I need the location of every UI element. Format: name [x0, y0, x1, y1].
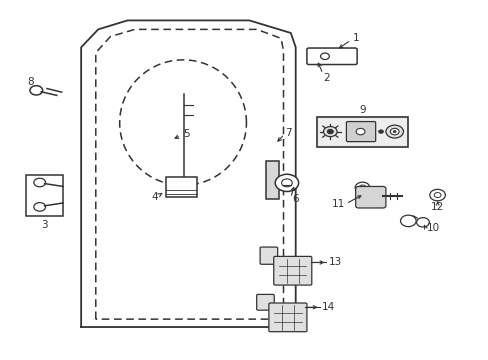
Text: 7: 7 — [285, 128, 291, 138]
Circle shape — [389, 129, 398, 135]
FancyBboxPatch shape — [268, 303, 306, 332]
FancyBboxPatch shape — [256, 294, 274, 310]
Circle shape — [400, 215, 415, 226]
FancyBboxPatch shape — [355, 186, 385, 208]
Circle shape — [433, 193, 440, 198]
FancyBboxPatch shape — [346, 122, 375, 141]
FancyBboxPatch shape — [165, 177, 197, 197]
Circle shape — [429, 189, 445, 201]
FancyBboxPatch shape — [260, 247, 277, 264]
Circle shape — [275, 174, 298, 192]
Text: 14: 14 — [321, 302, 334, 312]
Text: 1: 1 — [352, 33, 358, 43]
FancyBboxPatch shape — [273, 256, 311, 285]
Text: 6: 6 — [291, 194, 298, 204]
FancyBboxPatch shape — [266, 161, 279, 199]
Circle shape — [34, 178, 45, 187]
FancyBboxPatch shape — [26, 175, 62, 216]
Text: 13: 13 — [328, 257, 341, 267]
Circle shape — [378, 130, 383, 134]
Text: 5: 5 — [183, 129, 190, 139]
Text: 8: 8 — [27, 77, 34, 87]
Circle shape — [385, 125, 403, 138]
Circle shape — [358, 185, 365, 190]
Circle shape — [34, 203, 45, 211]
Circle shape — [392, 131, 395, 133]
FancyBboxPatch shape — [306, 48, 356, 64]
Text: 2: 2 — [323, 73, 329, 83]
Text: 4: 4 — [151, 192, 158, 202]
Text: 12: 12 — [430, 202, 443, 212]
Circle shape — [323, 127, 336, 136]
Text: 10: 10 — [426, 223, 439, 233]
FancyBboxPatch shape — [316, 117, 407, 147]
Text: 11: 11 — [331, 199, 344, 209]
Circle shape — [327, 130, 332, 134]
Circle shape — [355, 129, 364, 135]
Circle shape — [281, 179, 292, 187]
Circle shape — [30, 86, 42, 95]
Text: 9: 9 — [359, 105, 365, 115]
Circle shape — [416, 218, 428, 227]
Text: 3: 3 — [41, 220, 48, 230]
Circle shape — [320, 53, 329, 59]
Circle shape — [354, 182, 369, 193]
